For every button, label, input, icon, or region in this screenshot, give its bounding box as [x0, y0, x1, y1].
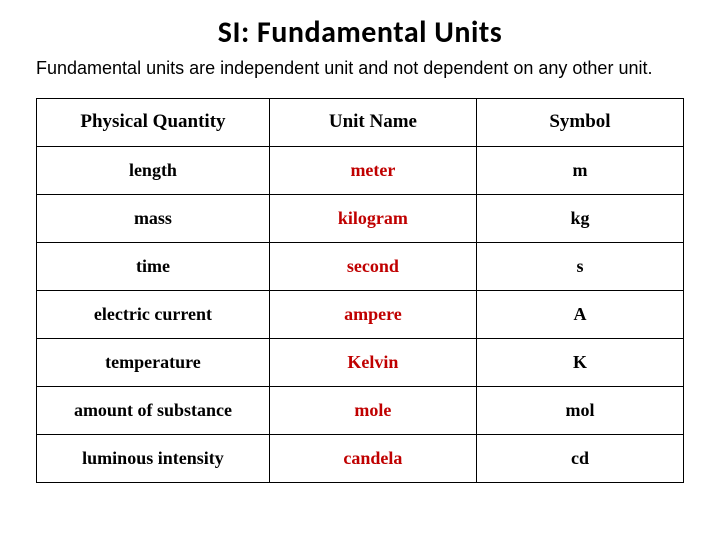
col-header-symbol: Symbol — [476, 98, 683, 146]
table-row: temperature Kelvin K — [37, 338, 684, 386]
symbol-cell: s — [476, 242, 683, 290]
table-row: length meter m — [37, 146, 684, 194]
unit-cell: kilogram — [269, 194, 476, 242]
symbol-cell: kg — [476, 194, 683, 242]
symbol-cell: cd — [476, 434, 683, 482]
table-header-row: Physical Quantity Unit Name Symbol — [37, 98, 684, 146]
symbol-cell: A — [476, 290, 683, 338]
quantity-cell: time — [37, 242, 270, 290]
unit-cell: mole — [269, 386, 476, 434]
quantity-cell: length — [37, 146, 270, 194]
symbol-cell: K — [476, 338, 683, 386]
page-title: SI: Fundamental Units — [36, 14, 684, 51]
col-header-quantity: Physical Quantity — [37, 98, 270, 146]
symbol-cell: mol — [476, 386, 683, 434]
unit-cell: meter — [269, 146, 476, 194]
quantity-cell: mass — [37, 194, 270, 242]
quantity-cell: amount of substance — [37, 386, 270, 434]
unit-cell: ampere — [269, 290, 476, 338]
unit-cell: Kelvin — [269, 338, 476, 386]
col-header-unit: Unit Name — [269, 98, 476, 146]
unit-cell: second — [269, 242, 476, 290]
symbol-cell: m — [476, 146, 683, 194]
unit-cell: candela — [269, 434, 476, 482]
table-row: amount of substance mole mol — [37, 386, 684, 434]
table-row: mass kilogram kg — [37, 194, 684, 242]
table-row: electric current ampere A — [37, 290, 684, 338]
quantity-cell: luminous intensity — [37, 434, 270, 482]
units-table: Physical Quantity Unit Name Symbol lengt… — [36, 98, 684, 483]
table-row: time second s — [37, 242, 684, 290]
table-row: luminous intensity candela cd — [37, 434, 684, 482]
quantity-cell: electric current — [37, 290, 270, 338]
page-subtitle: Fundamental units are independent unit a… — [36, 57, 684, 80]
quantity-cell: temperature — [37, 338, 270, 386]
